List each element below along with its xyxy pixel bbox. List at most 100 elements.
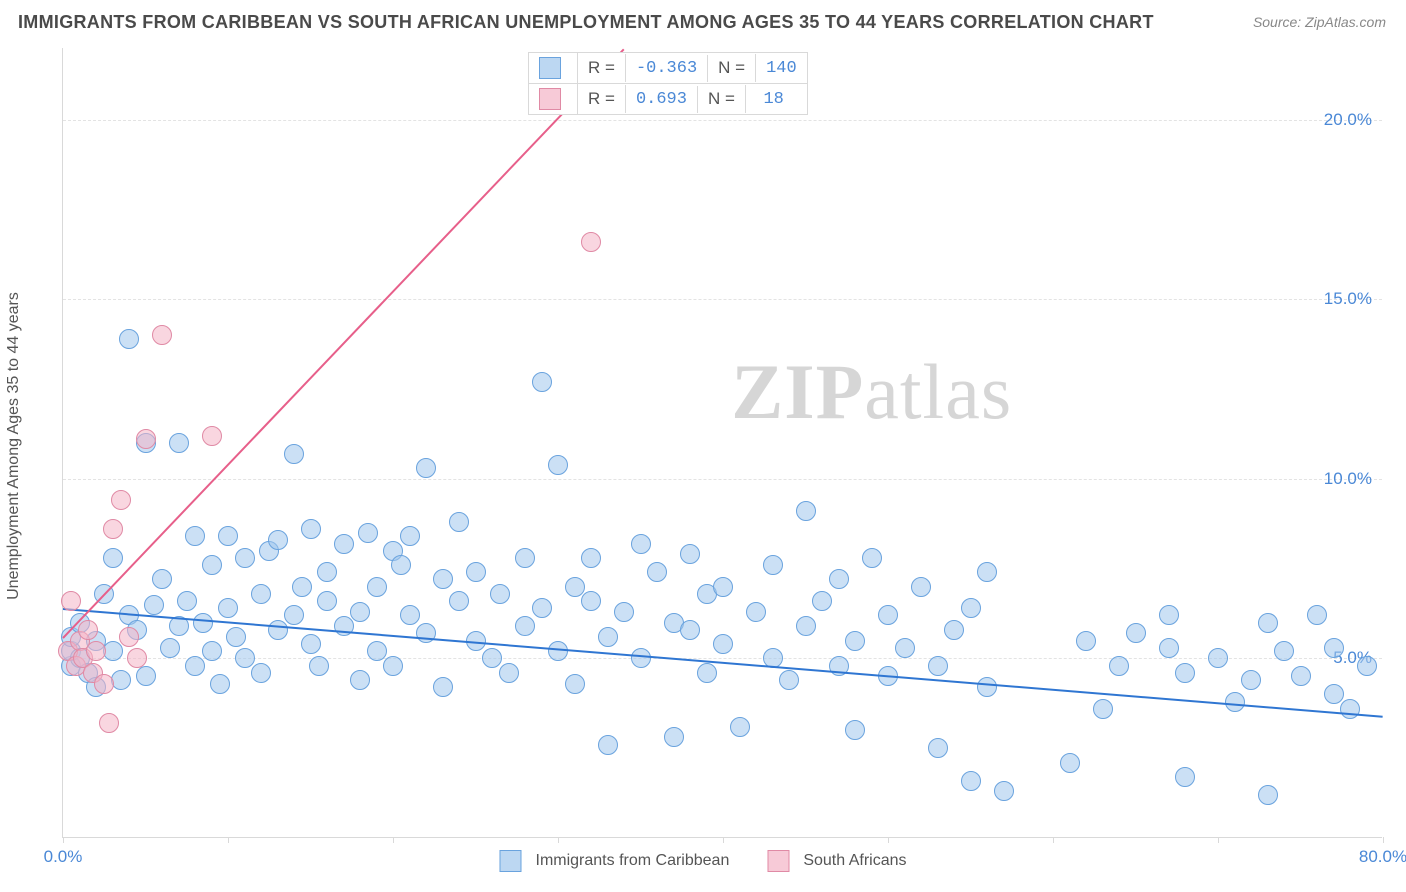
- scatter-point: [1340, 699, 1360, 719]
- scatter-point: [631, 648, 651, 668]
- series-legend: Immigrants from CaribbeanSouth Africans: [499, 850, 906, 872]
- scatter-point: [86, 641, 106, 661]
- x-tick-mark: [228, 837, 229, 843]
- scatter-point: [127, 648, 147, 668]
- scatter-point: [796, 501, 816, 521]
- x-tick-mark: [63, 837, 64, 843]
- scatter-point: [581, 232, 601, 252]
- scatter-point: [1076, 631, 1096, 651]
- n-value: 140: [756, 55, 807, 82]
- scatter-point: [1175, 767, 1195, 787]
- scatter-point: [895, 638, 915, 658]
- scatter-point: [152, 325, 172, 345]
- scatter-point: [812, 591, 832, 611]
- scatter-point: [226, 627, 246, 647]
- legend-swatch: [529, 84, 578, 114]
- scatter-point: [1159, 605, 1179, 625]
- scatter-point: [680, 620, 700, 640]
- scatter-point: [78, 620, 98, 640]
- scatter-point: [317, 591, 337, 611]
- n-label: N =: [698, 85, 746, 113]
- scatter-point: [961, 598, 981, 618]
- scatter-point: [103, 548, 123, 568]
- scatter-point: [416, 623, 436, 643]
- scatter-point: [845, 631, 865, 651]
- scatter-point: [350, 602, 370, 622]
- scatter-point: [977, 562, 997, 582]
- scatter-point: [994, 781, 1014, 801]
- scatter-point: [878, 605, 898, 625]
- r-label: R =: [578, 85, 626, 113]
- scatter-point: [185, 526, 205, 546]
- scatter-point: [119, 329, 139, 349]
- x-tick-label: 0.0%: [44, 847, 83, 867]
- legend-swatch: [499, 850, 521, 872]
- x-tick-mark: [558, 837, 559, 843]
- scatter-point: [449, 512, 469, 532]
- scatter-point: [251, 584, 271, 604]
- scatter-point: [358, 523, 378, 543]
- plot-area: 5.0%10.0%15.0%20.0%0.0%80.0%: [62, 48, 1382, 838]
- scatter-point: [367, 641, 387, 661]
- gridline: [63, 658, 1382, 659]
- scatter-point: [391, 555, 411, 575]
- n-label: N =: [708, 54, 756, 82]
- scatter-point: [268, 530, 288, 550]
- scatter-point: [433, 677, 453, 697]
- y-tick-label: 10.0%: [1324, 469, 1372, 489]
- scatter-point: [193, 613, 213, 633]
- x-tick-label: 80.0%: [1359, 847, 1406, 867]
- scatter-point: [928, 738, 948, 758]
- scatter-point: [944, 620, 964, 640]
- scatter-point: [499, 663, 519, 683]
- scatter-point: [647, 562, 667, 582]
- n-value: 18: [746, 86, 794, 113]
- scatter-point: [763, 555, 783, 575]
- chart-title: IMMIGRANTS FROM CARIBBEAN VS SOUTH AFRIC…: [18, 12, 1154, 33]
- scatter-point: [1126, 623, 1146, 643]
- scatter-point: [482, 648, 502, 668]
- scatter-point: [631, 534, 651, 554]
- scatter-point: [309, 656, 329, 676]
- scatter-point: [1307, 605, 1327, 625]
- scatter-point: [515, 548, 535, 568]
- scatter-point: [169, 433, 189, 453]
- scatter-point: [829, 569, 849, 589]
- scatter-point: [202, 641, 222, 661]
- scatter-point: [911, 577, 931, 597]
- scatter-point: [548, 455, 568, 475]
- y-tick-label: 20.0%: [1324, 110, 1372, 130]
- scatter-point: [218, 598, 238, 618]
- scatter-point: [284, 605, 304, 625]
- scatter-point: [235, 548, 255, 568]
- scatter-point: [515, 616, 535, 636]
- scatter-point: [210, 674, 230, 694]
- scatter-point: [400, 605, 420, 625]
- scatter-point: [490, 584, 510, 604]
- correlation-legend: R =-0.363N =140R =0.693N =18: [528, 52, 808, 115]
- scatter-point: [1109, 656, 1129, 676]
- scatter-point: [862, 548, 882, 568]
- scatter-point: [532, 598, 552, 618]
- scatter-point: [614, 602, 634, 622]
- scatter-point: [61, 591, 81, 611]
- y-tick-label: 15.0%: [1324, 289, 1372, 309]
- gridline: [63, 479, 1382, 480]
- scatter-point: [1258, 613, 1278, 633]
- scatter-point: [664, 727, 684, 747]
- scatter-point: [416, 458, 436, 478]
- legend-row: R =-0.363N =140: [529, 53, 807, 84]
- scatter-point: [581, 548, 601, 568]
- scatter-point: [202, 426, 222, 446]
- scatter-point: [565, 577, 585, 597]
- scatter-point: [334, 534, 354, 554]
- scatter-point: [466, 562, 486, 582]
- r-value: -0.363: [626, 55, 708, 82]
- x-tick-mark: [888, 837, 889, 843]
- scatter-point: [598, 627, 618, 647]
- scatter-point: [301, 519, 321, 539]
- scatter-point: [94, 674, 114, 694]
- scatter-point: [730, 717, 750, 737]
- scatter-point: [1258, 785, 1278, 805]
- x-tick-mark: [393, 837, 394, 843]
